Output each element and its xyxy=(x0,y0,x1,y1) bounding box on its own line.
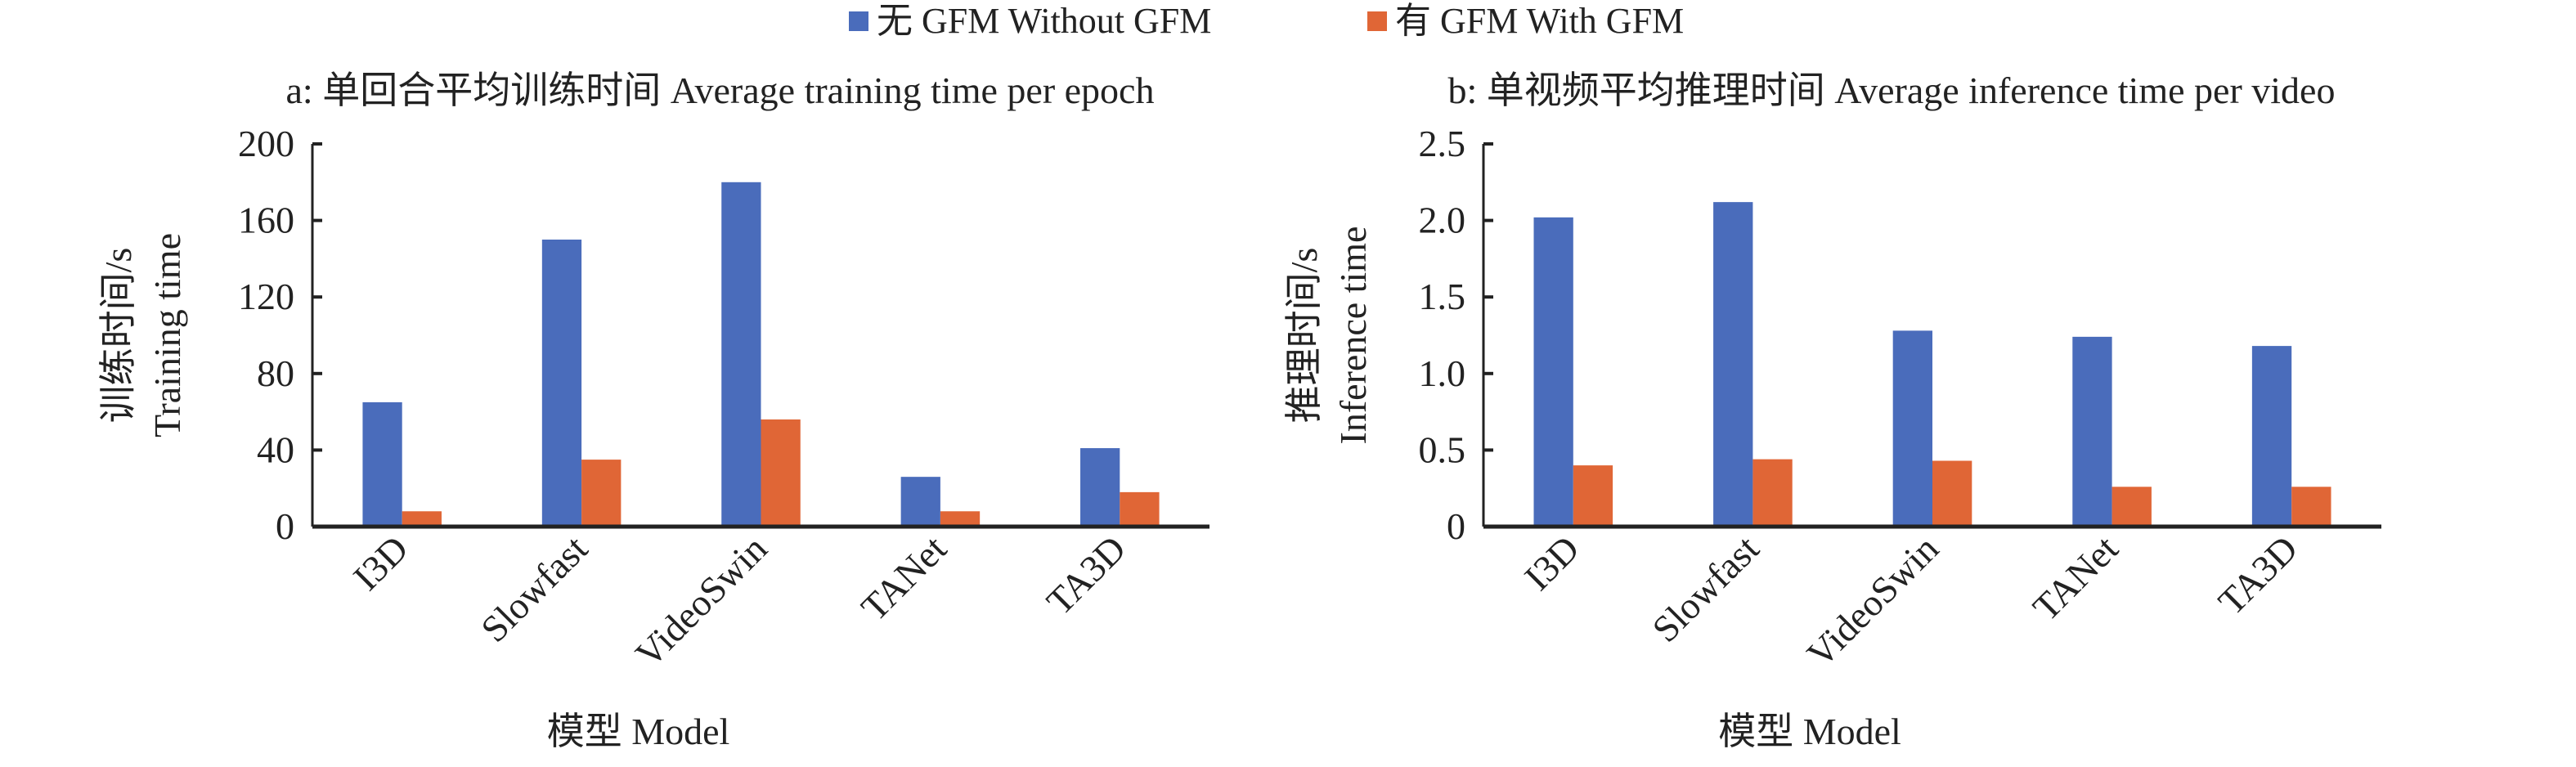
x-tick-label: TA3D xyxy=(1039,527,1134,623)
bar-slowfast-with-gfm xyxy=(1752,459,1793,527)
bar-ta3d-without-gfm xyxy=(1080,448,1120,527)
y-axis-title-en: Training time xyxy=(146,233,188,437)
y-axis-title-en: Inference time xyxy=(1332,227,1374,445)
bar-tanet-without-gfm xyxy=(900,477,940,527)
y-tick-label: 40 xyxy=(257,428,294,470)
bar-i3d-without-gfm xyxy=(1533,217,1573,527)
y-tick-label: 80 xyxy=(257,352,294,394)
chart-title: b: 单视频平均推理时间 Average inference time per … xyxy=(1448,70,2336,111)
x-tick-label: Slowfast xyxy=(473,527,595,650)
y-axis-title-cn: 推理时间/s xyxy=(1283,248,1325,424)
bar-i3d-with-gfm xyxy=(402,511,442,527)
chart-b-inference-time: b: 单视频平均推理时间 Average inference time per … xyxy=(1283,70,2381,752)
legend-label-with-gfm: 有 GFM With GFM xyxy=(1395,1,1684,41)
x-tick-label: VideoSwin xyxy=(1799,527,1946,675)
x-tick-label: Slowfast xyxy=(1645,527,1767,650)
x-axis-title: 模型 Model xyxy=(1718,711,1901,752)
legend-swatch-without-gfm xyxy=(849,11,868,31)
y-tick-label: 160 xyxy=(238,200,294,241)
bar-tanet-with-gfm xyxy=(940,511,981,527)
y-tick-label: 1.5 xyxy=(1419,276,1466,317)
bar-ta3d-with-gfm xyxy=(2291,487,2331,527)
bar-ta3d-with-gfm xyxy=(1120,491,1160,527)
x-tick-label: VideoSwin xyxy=(627,527,774,675)
y-tick-label: 0 xyxy=(276,505,294,547)
bar-slowfast-without-gfm xyxy=(1713,202,1753,527)
y-axis-title-cn: 训练时间/s xyxy=(97,248,139,424)
bar-tanet-without-gfm xyxy=(2072,336,2112,527)
y-tick-label: 0.5 xyxy=(1419,428,1466,470)
bar-videoswin-with-gfm xyxy=(761,419,801,527)
bar-tanet-with-gfm xyxy=(2112,487,2152,527)
y-tick-label: 2.5 xyxy=(1419,123,1466,164)
chart-title: a: 单回合平均训练时间 Average training time per e… xyxy=(286,70,1155,111)
y-tick-label: 120 xyxy=(238,276,294,317)
y-tick-label: 1.0 xyxy=(1419,352,1466,394)
y-tick-label: 0 xyxy=(1447,505,1465,547)
x-axis-title: 模型 Model xyxy=(547,711,730,752)
bar-videoswin-without-gfm xyxy=(721,182,761,527)
x-tick-label: TANet xyxy=(853,527,954,629)
x-tick-label: TANet xyxy=(2025,527,2126,629)
legend-swatch-with-gfm xyxy=(1367,11,1387,31)
bar-i3d-with-gfm xyxy=(1573,465,1613,527)
bar-videoswin-with-gfm xyxy=(1932,460,1972,527)
chart-a-training-time: a: 单回合平均训练时间 Average training time per e… xyxy=(97,70,1209,752)
x-tick-label: I3D xyxy=(345,527,416,599)
bar-videoswin-without-gfm xyxy=(1892,330,1932,527)
bar-i3d-without-gfm xyxy=(362,401,402,527)
bar-slowfast-with-gfm xyxy=(581,460,622,527)
y-tick-label: 2.0 xyxy=(1419,200,1466,241)
x-tick-label: TA3D xyxy=(2210,527,2306,623)
legend-label-without-gfm: 无 GFM Without GFM xyxy=(877,1,1211,41)
legend: 无 GFM Without GFM 有 GFM With GFM xyxy=(849,1,1684,41)
x-tick-label: I3D xyxy=(1516,527,1587,599)
y-tick-label: 200 xyxy=(238,123,294,164)
bar-ta3d-without-gfm xyxy=(2251,346,2292,527)
bar-slowfast-without-gfm xyxy=(541,240,582,527)
